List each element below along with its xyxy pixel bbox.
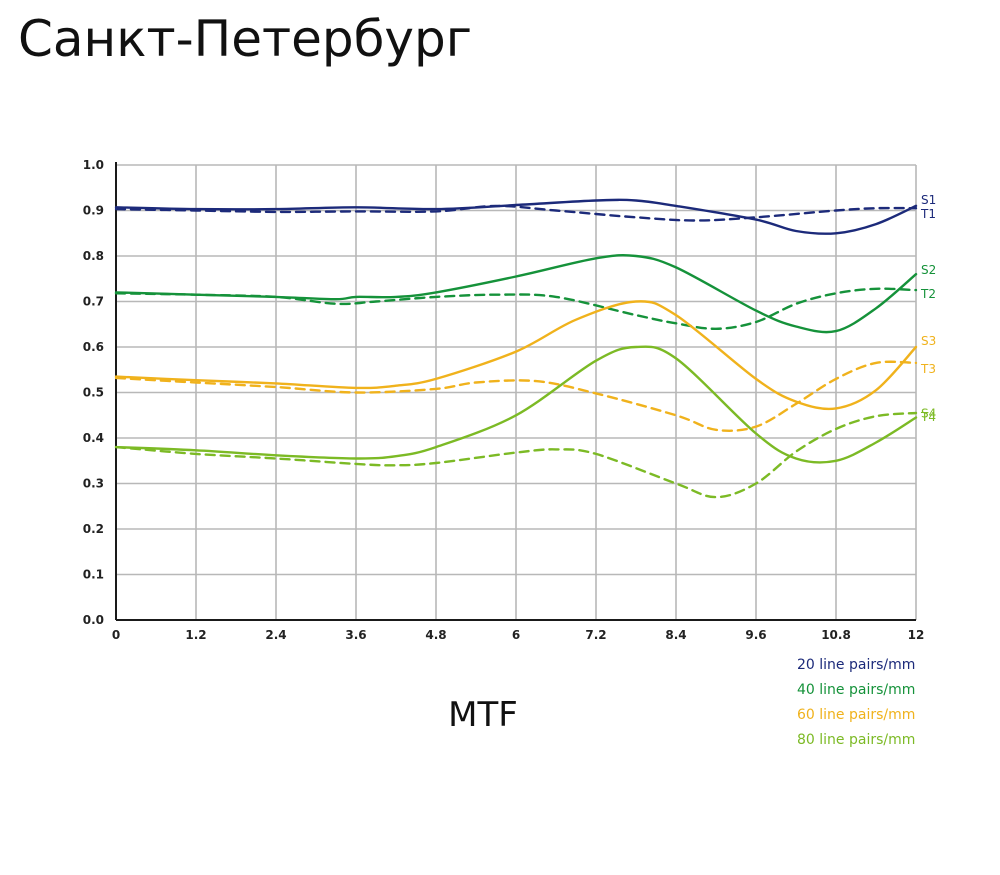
y-tick-label: 0.2 (83, 522, 104, 536)
legend-item-80: 80 line pairs/mm (797, 732, 916, 748)
x-tick-label: 12 (908, 628, 925, 642)
series-label-t2: T2 (920, 287, 936, 301)
grid-layer (115, 164, 917, 621)
label-layer: 0 1.2 2.4 3.6 4.8 6 7.2 8.4 9.6 10.8 12 0.0 0.1 0.2 0.… (83, 158, 937, 642)
y-tick-label: 0.9 (83, 204, 104, 218)
y-tick-label: 0.3 (83, 477, 104, 491)
series-line-s4 (114, 345, 918, 464)
axis-layer (115, 162, 916, 621)
y-tick-label: 0.6 (83, 340, 104, 354)
y-tick-label: 0.5 (83, 386, 104, 400)
series-line-t2 (114, 287, 918, 331)
y-tick-label: 0.0 (83, 613, 104, 627)
series-label-t3: T3 (920, 362, 936, 376)
series-line-s2 (114, 253, 918, 334)
y-tick-label: 0.7 (83, 295, 104, 309)
x-tick-label: 10.8 (821, 628, 851, 642)
chart-caption: MTF (448, 695, 518, 735)
legend-item-20: 20 line pairs/mm (797, 657, 916, 673)
series-label-s1: S1 (921, 193, 936, 207)
x-tick-label: 9.6 (745, 628, 766, 642)
y-tick-label: 0.8 (83, 249, 104, 263)
series-label-t1: T1 (920, 207, 936, 221)
x-tick-label: 0 (112, 628, 120, 642)
series-line-t1 (114, 204, 918, 222)
series-line-t4 (114, 411, 918, 499)
legend: 20 line pairs/mm 40 line pairs/mm 60 lin… (797, 653, 915, 753)
page-title: Санкт-Петербург (18, 10, 473, 68)
x-tick-label: 7.2 (585, 628, 606, 642)
series-layer (114, 198, 918, 499)
series-line-s3 (114, 300, 918, 411)
y-tick-label: 0.1 (83, 568, 104, 582)
y-tick-label: 0.4 (83, 431, 104, 445)
legend-item-40: 40 line pairs/mm (797, 682, 916, 698)
x-tick-label: 4.8 (425, 628, 446, 642)
legend-item-60: 60 line pairs/mm (797, 707, 916, 723)
x-tick-label: 2.4 (265, 628, 286, 642)
x-tick-label: 3.6 (345, 628, 366, 642)
x-tick-label: 8.4 (665, 628, 686, 642)
series-line-s1 (114, 198, 918, 235)
series-label-s2: S2 (921, 263, 936, 277)
series-label-s3: S3 (921, 334, 936, 348)
series-line-t3 (114, 360, 918, 432)
y-tick-label: 1.0 (83, 158, 104, 172)
series-label-t4: T4 (920, 410, 936, 424)
x-tick-label: 1.2 (185, 628, 206, 642)
x-tick-label: 6 (512, 628, 520, 642)
series-label-s4: S4 (921, 407, 936, 421)
